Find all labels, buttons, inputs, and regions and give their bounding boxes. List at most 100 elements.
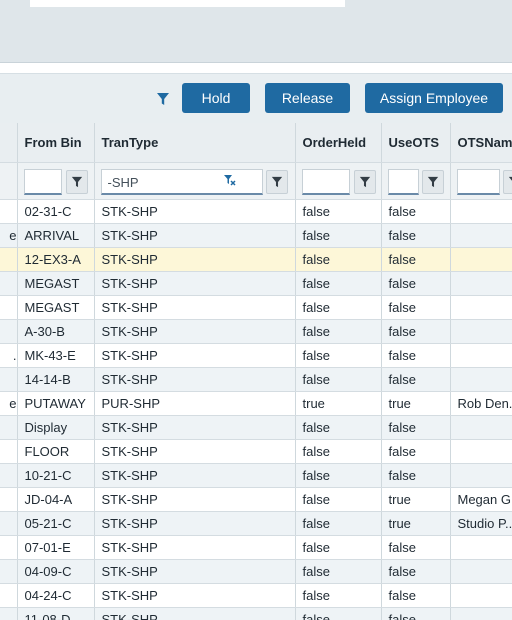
useots-cell[interactable]: false xyxy=(381,535,451,560)
from-bin-cell[interactable]: MEGAST xyxy=(17,271,95,296)
table-row[interactable]: 07-01-E STK-SHP false false xyxy=(0,535,512,560)
orderheld-cell[interactable]: false xyxy=(295,367,382,392)
filter-icon[interactable] xyxy=(421,169,444,194)
row-marker-cell[interactable]: . xyxy=(0,343,18,368)
otsname-cell[interactable] xyxy=(450,319,512,344)
orderheld-cell[interactable]: false xyxy=(295,223,382,248)
orderheld-cell[interactable]: false xyxy=(295,535,382,560)
table-row[interactable]: 11-08-D STK-SHP false false xyxy=(0,607,512,620)
filter-icon[interactable] xyxy=(156,92,170,106)
from-bin-filter-input[interactable] xyxy=(23,168,62,195)
otsname-cell[interactable] xyxy=(450,247,512,272)
from-bin-cell[interactable]: A-30-B xyxy=(17,319,95,344)
orderheld-cell[interactable]: false xyxy=(295,511,382,536)
orderheld-cell[interactable]: true xyxy=(295,391,382,416)
row-marker-cell[interactable] xyxy=(0,415,18,440)
useots-cell[interactable]: false xyxy=(381,343,451,368)
otsname-cell[interactable] xyxy=(450,607,512,620)
row-marker-cell[interactable] xyxy=(0,199,18,224)
useots-cell[interactable]: true xyxy=(381,511,451,536)
useots-cell[interactable]: false xyxy=(381,295,451,320)
trantype-cell[interactable]: STK-SHP xyxy=(94,439,296,464)
column-header[interactable] xyxy=(0,123,18,163)
row-marker-cell[interactable] xyxy=(0,439,18,464)
release-button[interactable]: Release xyxy=(265,83,350,113)
trantype-cell[interactable]: STK-SHP xyxy=(94,559,296,584)
table-row[interactable]: 12-EX3-A STK-SHP false false xyxy=(0,247,512,272)
table-row[interactable]: e ARRIVAL STK-SHP false false xyxy=(0,223,512,248)
useots-cell[interactable]: false xyxy=(381,583,451,608)
useots-cell[interactable]: false xyxy=(381,199,451,224)
row-marker-cell[interactable] xyxy=(0,511,18,536)
otsname-cell[interactable] xyxy=(450,583,512,608)
otsname-cell[interactable]: Rob Den... xyxy=(450,391,512,416)
table-row[interactable]: 05-21-C STK-SHP false true Studio P... xyxy=(0,511,512,536)
row-marker-cell[interactable] xyxy=(0,271,18,296)
from-bin-cell[interactable]: MEGAST xyxy=(17,295,95,320)
trantype-cell[interactable]: STK-SHP xyxy=(94,511,296,536)
trantype-cell[interactable]: STK-SHP xyxy=(94,223,296,248)
orderheld-filter-input[interactable] xyxy=(301,168,350,195)
otsname-cell[interactable] xyxy=(450,343,512,368)
table-row[interactable]: MEGAST STK-SHP false false xyxy=(0,295,512,320)
table-row[interactable]: Display STK-SHP false false xyxy=(0,415,512,440)
clear-filter-icon[interactable] xyxy=(220,170,240,190)
row-marker-cell[interactable] xyxy=(0,559,18,584)
orderheld-cell[interactable]: false xyxy=(295,271,382,296)
table-row[interactable]: FLOOR STK-SHP false false xyxy=(0,439,512,464)
orderheld-cell[interactable]: false xyxy=(295,607,382,620)
orderheld-cell[interactable]: false xyxy=(295,583,382,608)
from-bin-cell[interactable]: JD-04-A xyxy=(17,487,95,512)
trantype-cell[interactable]: STK-SHP xyxy=(94,319,296,344)
useots-cell[interactable]: false xyxy=(381,439,451,464)
table-row[interactable]: . MK-43-E STK-SHP false false xyxy=(0,343,512,368)
active-tab[interactable] xyxy=(30,0,345,7)
from-bin-cell[interactable]: ARRIVAL xyxy=(17,223,95,248)
useots-cell[interactable]: false xyxy=(381,367,451,392)
trantype-cell[interactable]: STK-SHP xyxy=(94,487,296,512)
row-marker-cell[interactable] xyxy=(0,607,18,620)
orderheld-cell[interactable]: false xyxy=(295,439,382,464)
row-marker-cell[interactable] xyxy=(0,247,18,272)
otsname-cell[interactable]: Studio P... xyxy=(450,511,512,536)
orderheld-cell[interactable]: false xyxy=(295,319,382,344)
useots-cell[interactable]: false xyxy=(381,319,451,344)
orderheld-cell[interactable]: false xyxy=(295,463,382,488)
row-marker-cell[interactable] xyxy=(0,535,18,560)
from-bin-cell[interactable]: PUTAWAY xyxy=(17,391,95,416)
trantype-cell[interactable]: STK-SHP xyxy=(94,607,296,620)
row-marker-cell[interactable]: e xyxy=(0,223,18,248)
from-bin-cell[interactable]: 11-08-D xyxy=(17,607,95,620)
otsname-cell[interactable] xyxy=(450,535,512,560)
row-marker-cell[interactable] xyxy=(0,583,18,608)
filter-icon[interactable] xyxy=(502,169,512,194)
hold-button[interactable]: Hold xyxy=(182,83,250,113)
trantype-cell[interactable]: STK-SHP xyxy=(94,343,296,368)
trantype-cell[interactable]: STK-SHP xyxy=(94,535,296,560)
otsname-filter-input[interactable] xyxy=(456,168,500,195)
table-row[interactable]: 04-24-C STK-SHP false false xyxy=(0,583,512,608)
orderheld-cell[interactable]: false xyxy=(295,487,382,512)
otsname-cell[interactable] xyxy=(450,295,512,320)
from-bin-cell[interactable]: MK-43-E xyxy=(17,343,95,368)
otsname-cell[interactable] xyxy=(450,271,512,296)
otsname-cell[interactable] xyxy=(450,439,512,464)
from-bin-cell[interactable]: 12-EX3-A xyxy=(17,247,95,272)
from-bin-cell[interactable]: 07-01-E xyxy=(17,535,95,560)
useots-cell[interactable]: false xyxy=(381,607,451,620)
row-marker-cell[interactable]: e xyxy=(0,391,18,416)
orderheld-cell[interactable]: false xyxy=(295,559,382,584)
trantype-cell[interactable]: STK-SHP xyxy=(94,463,296,488)
from-bin-cell[interactable]: 04-24-C xyxy=(17,583,95,608)
column-header-from-bin[interactable]: From Bin xyxy=(17,123,95,163)
row-marker-cell[interactable] xyxy=(0,319,18,344)
otsname-cell[interactable] xyxy=(450,199,512,224)
useots-cell[interactable]: true xyxy=(381,487,451,512)
trantype-cell[interactable]: PUR-SHP xyxy=(94,391,296,416)
column-header-useots[interactable]: UseOTS xyxy=(381,123,451,163)
useots-cell[interactable]: false xyxy=(381,463,451,488)
useots-cell[interactable]: false xyxy=(381,415,451,440)
trantype-cell[interactable]: STK-SHP xyxy=(94,583,296,608)
